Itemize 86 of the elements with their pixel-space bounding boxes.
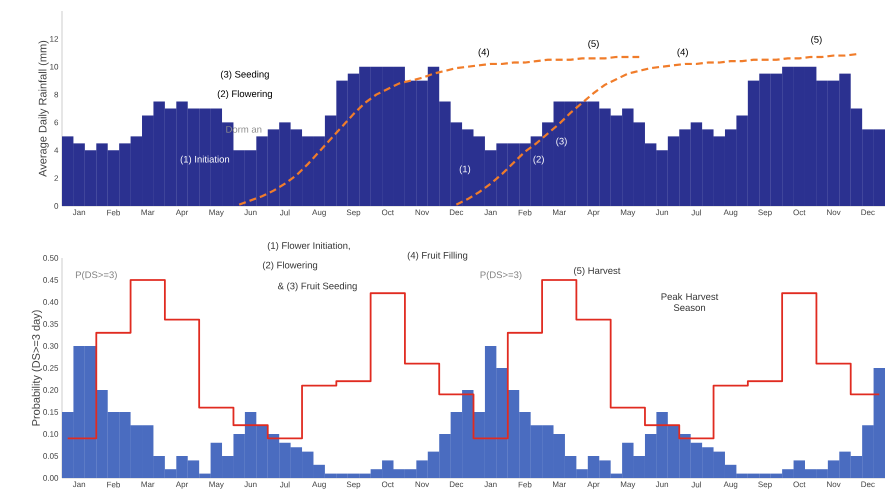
x-tick-label: Jun [656, 482, 668, 488]
annotation: (3) [556, 138, 567, 146]
x-tick-label: Nov [827, 482, 841, 488]
y-tick-label: 4 [54, 148, 58, 154]
annotation: (1) Initiation [180, 156, 230, 164]
x-tick-label: May [620, 210, 636, 217]
x-tick-label: May [209, 210, 224, 217]
x-tick-label: Jun [244, 210, 257, 216]
x-tick-label: Sep [758, 210, 772, 217]
y-tick-label: 0.35 [43, 321, 58, 327]
x-tick-label: Jul [691, 210, 701, 216]
y-tick-label: 0.10 [43, 431, 58, 437]
x-tick-label: Aug [312, 482, 326, 489]
x-tick-label: Nov [416, 210, 430, 216]
y-tick-label: 0.05 [43, 453, 58, 459]
x-tick-label: Feb [518, 210, 532, 216]
x-tick-label: Mar [553, 482, 566, 488]
annotation: P(DS>=3) [480, 271, 522, 280]
x-tick-label: Apr [587, 210, 600, 217]
annotation: (5) [588, 40, 599, 49]
annotation: (2) Flowering [262, 261, 318, 270]
y-tick-label: 0.30 [43, 343, 58, 349]
x-tick-label: Oct [382, 210, 394, 216]
x-tick-label: Jun [656, 210, 668, 216]
annotation: (4) Fruit Filling [408, 252, 468, 261]
x-tick-label: Jan [484, 210, 497, 216]
annotation: (4) [677, 48, 688, 58]
y-tick-label: 0.45 [43, 277, 58, 283]
y-tick-label: 0.25 [43, 365, 58, 371]
x-tick-label: Sep [758, 482, 772, 489]
x-tick-label: Feb [107, 210, 120, 216]
x-tick-label: Jul [280, 210, 290, 216]
x-tick-label: Apr [587, 482, 600, 489]
x-tick-label: Apr [176, 482, 188, 489]
x-tick-label: Mar [142, 210, 154, 216]
annotation: (5) [811, 36, 822, 45]
x-tick-label: Jul [691, 482, 701, 488]
y-tick-label: 10 [50, 64, 58, 70]
annotation: P(DS>=3) [76, 271, 117, 280]
y-axis-title: Average Daily Rainfall (mm) [38, 40, 49, 177]
x-tick-label: Dec [450, 482, 464, 488]
y-tick-label: 0.40 [43, 299, 58, 305]
y-tick-label: 0.20 [43, 387, 58, 393]
x-tick-label: Nov [827, 210, 841, 216]
x-tick-label: Sep [346, 210, 360, 217]
x-tick-label: Jan [72, 482, 86, 488]
x-tick-label: May [209, 482, 224, 489]
text: (1) Flower Initiation, [268, 242, 350, 251]
y-tick-label: 6 [54, 120, 58, 126]
y-tick-label: 12 [50, 36, 58, 42]
x-tick-label: Apr [176, 210, 188, 217]
annotation: Peak Harvest Season [662, 293, 718, 311]
annotation: (3) Seeding [220, 70, 269, 80]
x-tick-label: Sep [346, 482, 360, 489]
x-tick-label: May [620, 482, 636, 489]
y-tick-label: 2 [54, 175, 58, 181]
x-tick-label: Mar [553, 210, 566, 216]
annotation: (2) [533, 156, 544, 164]
x-tick-label: Feb [518, 482, 532, 488]
x-tick-label: Oct [382, 482, 394, 488]
x-tick-label: Mar [142, 482, 154, 488]
x-tick-label: Dec [450, 210, 464, 216]
x-tick-label: Nov [416, 482, 430, 488]
x-tick-label: Aug [312, 210, 326, 217]
x-tick-label: Jan [484, 482, 497, 488]
x-tick-label: Jul [280, 482, 290, 488]
annotation: (2) Flowering [218, 90, 272, 99]
x-tick-label: Jun [244, 482, 257, 488]
x-tick-label: Dec [861, 482, 875, 488]
annotation: (1) [460, 165, 470, 174]
x-tick-label: Aug [724, 482, 738, 489]
x-tick-label: Dec [861, 210, 875, 216]
y-axis-title: Probability (DS>=3 day) [32, 310, 42, 426]
y-tick-label: 0.00 [43, 475, 58, 481]
y-tick-label: 0.50 [43, 255, 58, 261]
annotation: (5) Harvest [574, 267, 620, 276]
y-tick-label: 0.15 [43, 409, 58, 415]
x-tick-label: Aug [724, 210, 738, 217]
annotation: & (3) Fruit Seeding [278, 282, 357, 292]
x-tick-label: Jan [72, 210, 86, 216]
x-tick-label: Oct [793, 482, 806, 488]
x-tick-label: Oct [793, 210, 806, 216]
y-tick-label: 8 [54, 92, 58, 98]
annotation: (4) [478, 48, 490, 58]
x-tick-label: Feb [107, 482, 120, 488]
y-tick-label: 0 [54, 203, 58, 209]
